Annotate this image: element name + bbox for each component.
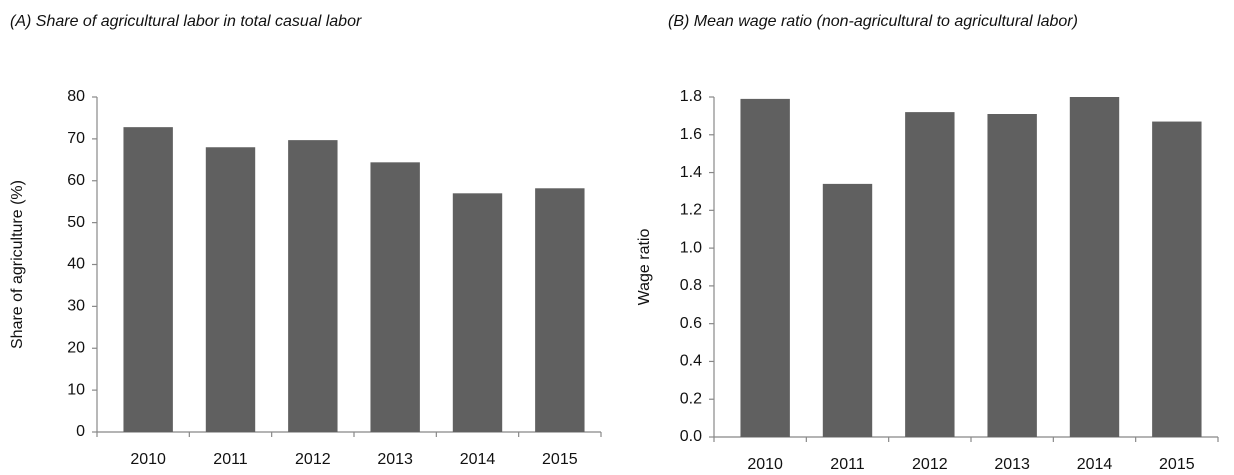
y-tick-label: 1.8 xyxy=(680,88,702,105)
y-tick-label: 0.6 xyxy=(680,315,702,332)
x-tick-label: 2015 xyxy=(542,451,578,468)
y-tick-label: 0 xyxy=(76,423,85,440)
y-tick-label: 1.2 xyxy=(680,202,702,219)
bar xyxy=(987,114,1037,437)
x-tick-label: 2012 xyxy=(295,451,331,468)
y-tick-label: 50 xyxy=(67,214,85,231)
y-tick-label: 1.4 xyxy=(680,164,702,181)
y-tick-label: 0.4 xyxy=(680,353,702,370)
x-tick-label: 2013 xyxy=(994,456,1030,473)
chart-title: (B) Mean wage ratio (non-agricultural to… xyxy=(668,13,1078,30)
y-tick-label: 10 xyxy=(67,381,85,398)
y-tick-label: 20 xyxy=(67,339,85,356)
y-tick-label: 1.6 xyxy=(680,126,702,143)
bar xyxy=(1069,97,1120,437)
y-tick-label: 0.2 xyxy=(680,390,702,407)
y-tick-label: 0.8 xyxy=(680,277,702,294)
x-tick-label: 2011 xyxy=(830,456,865,473)
y-tick-label: 60 xyxy=(67,172,85,189)
bar xyxy=(905,112,955,437)
x-tick-label: 2010 xyxy=(747,456,783,473)
x-tick-label: 2014 xyxy=(460,451,496,468)
y-tick-label: 80 xyxy=(67,88,85,105)
bar xyxy=(123,127,173,433)
bar xyxy=(370,162,420,432)
bar xyxy=(822,183,873,437)
x-tick-label: 2010 xyxy=(130,451,166,468)
chart-title: (A) Share of agricultural labor in total… xyxy=(10,13,362,30)
y-tick-label: 0.0 xyxy=(680,428,702,445)
x-tick-label: 2015 xyxy=(1159,456,1195,473)
y-tick-label: 70 xyxy=(67,130,85,147)
x-tick-label: 2013 xyxy=(377,451,413,468)
x-tick-label: 2011 xyxy=(213,451,248,468)
bar xyxy=(1152,121,1202,438)
bar xyxy=(535,188,585,432)
y-tick-label: 40 xyxy=(67,256,85,273)
y-axis-label: Wage ratio xyxy=(636,229,653,306)
x-tick-label: 2012 xyxy=(912,456,948,473)
y-axis-label: Share of agriculture (%) xyxy=(9,180,26,349)
bar xyxy=(740,98,790,437)
bar xyxy=(452,193,503,432)
bar xyxy=(205,147,256,432)
bar xyxy=(288,140,338,432)
x-tick-label: 2014 xyxy=(1077,456,1113,473)
y-tick-label: 30 xyxy=(67,298,85,315)
y-tick-label: 1.0 xyxy=(680,239,702,256)
